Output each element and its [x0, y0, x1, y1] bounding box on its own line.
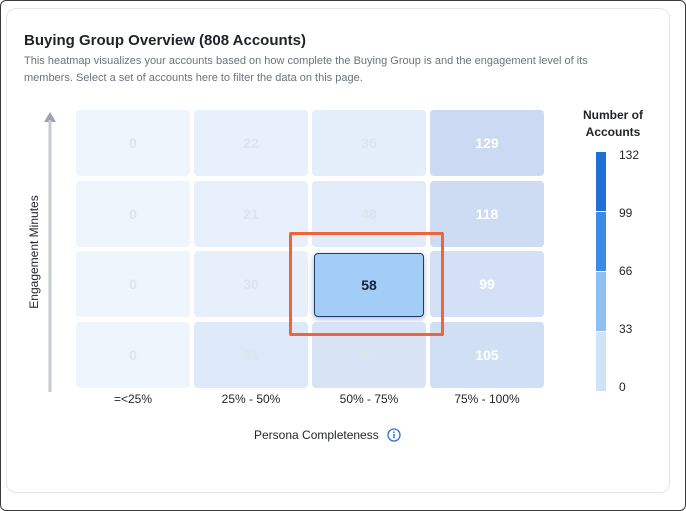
card-description: This heatmap visualizes your accounts ba…: [24, 55, 588, 84]
x-axis-label: Persona Completeness: [254, 428, 379, 442]
heatmap-cell[interactable]: 61: [194, 321, 308, 388]
heatmap-cell[interactable]: 99: [430, 251, 544, 317]
legend-title: Number of Accounts: [583, 108, 643, 139]
heatmap-cell[interactable]: 30: [194, 251, 308, 317]
heatmap-cell[interactable]: 105: [430, 321, 544, 388]
card-title: Buying Group Overview (808 Accounts): [24, 32, 307, 49]
x-tick-label: 25% - 50%: [221, 392, 281, 406]
heatmap-cell[interactable]: 58: [314, 253, 424, 317]
y-axis-arrow: [44, 112, 56, 392]
legend-tick-label: 99: [619, 206, 633, 220]
buying-group-card: [6, 8, 670, 493]
legend-tick-label: 132: [619, 148, 640, 162]
heatmap-cell[interactable]: 0: [76, 251, 190, 317]
heatmap-cell[interactable]: 22: [194, 110, 308, 176]
legend-color-segment: [596, 212, 606, 271]
info-icon[interactable]: [387, 428, 401, 442]
legend-color-segment: [596, 332, 606, 391]
x-axis-label-row: Persona Completeness: [254, 428, 401, 442]
legend-tick-label: 0: [619, 380, 626, 394]
heatmap-cell[interactable]: 118: [430, 180, 544, 247]
y-axis-label: Engagement Minutes: [27, 195, 41, 309]
x-tick-label: 75% - 100%: [454, 392, 520, 406]
heatmap-cell[interactable]: 129: [430, 110, 544, 176]
x-tick-label: 50% - 75%: [339, 392, 399, 406]
heatmap-cell[interactable]: 0: [76, 321, 190, 388]
heatmap-cell[interactable]: 0: [76, 180, 190, 247]
x-tick-label: =<25%: [113, 392, 153, 406]
heatmap-cell[interactable]: 81: [312, 321, 426, 388]
heatmap-cell[interactable]: 36: [312, 110, 426, 176]
legend-tick-label: 66: [619, 264, 633, 278]
heatmap-cell[interactable]: 21: [194, 180, 308, 247]
legend-color-segment: [596, 152, 606, 211]
legend-color-segment: [596, 272, 606, 331]
heatmap-cell[interactable]: 0: [76, 110, 190, 176]
legend-tick-label: 33: [619, 322, 633, 336]
heatmap-cell[interactable]: 48: [312, 180, 426, 247]
